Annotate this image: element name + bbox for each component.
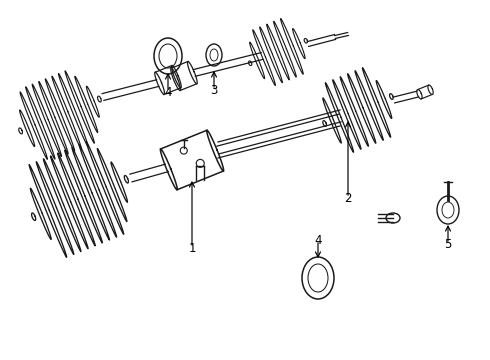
Text: 4: 4 xyxy=(314,234,322,247)
Text: 3: 3 xyxy=(210,84,218,96)
Polygon shape xyxy=(161,130,223,190)
Polygon shape xyxy=(155,66,181,94)
Text: 5: 5 xyxy=(444,238,452,251)
Text: 4: 4 xyxy=(164,86,172,99)
Text: 1: 1 xyxy=(188,242,196,255)
Polygon shape xyxy=(417,85,433,99)
Polygon shape xyxy=(171,62,197,90)
Text: 2: 2 xyxy=(344,192,352,204)
